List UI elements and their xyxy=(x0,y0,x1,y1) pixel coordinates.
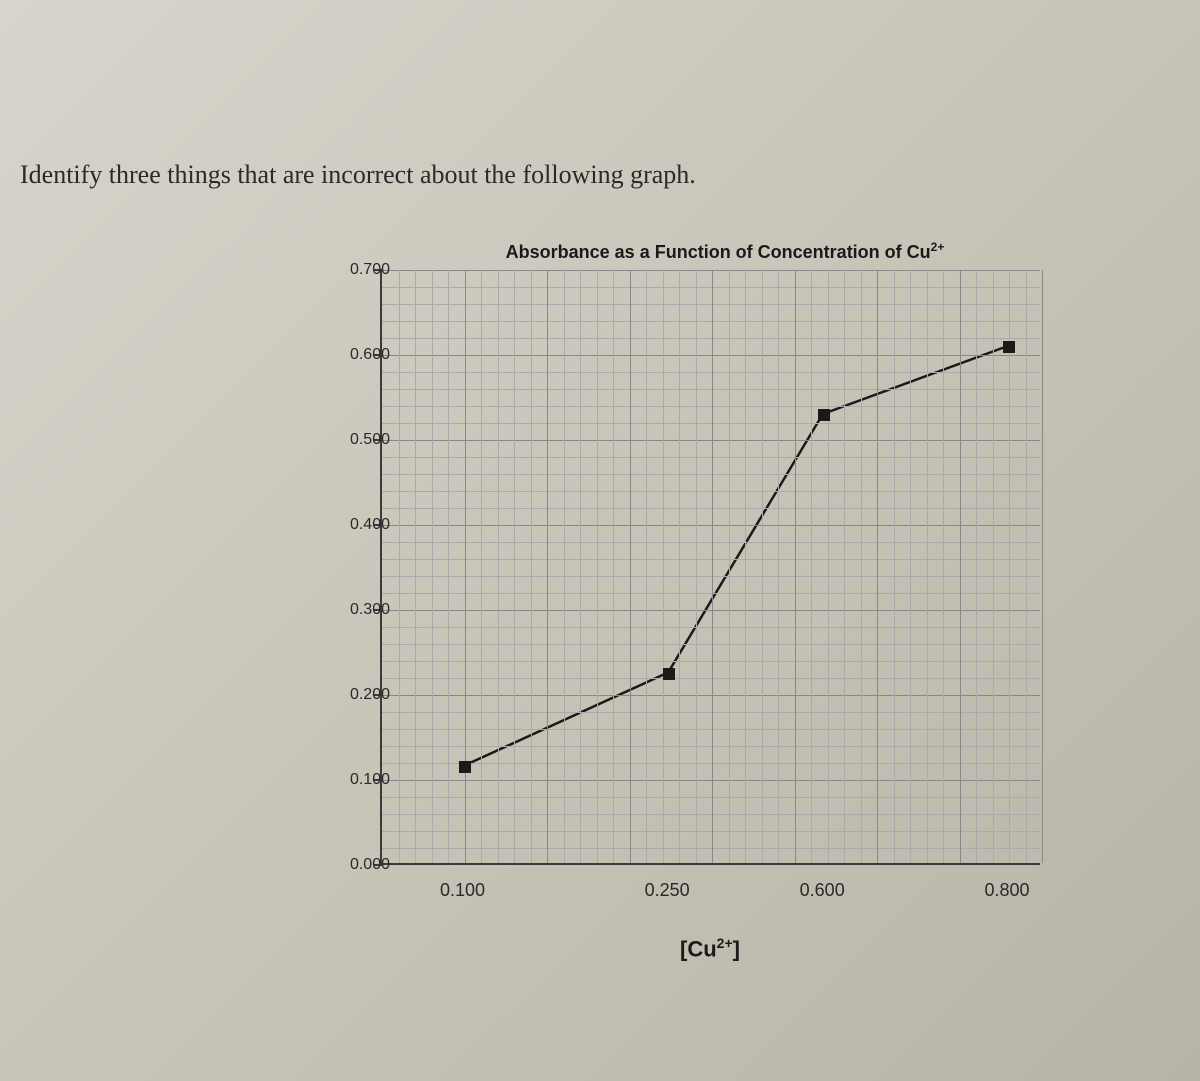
grid-line-vertical-minor xyxy=(778,270,779,863)
data-point-marker xyxy=(818,409,830,421)
y-tick-label: 0.000 xyxy=(330,856,390,874)
grid-line-vertical-minor xyxy=(1009,270,1010,863)
grid-line-vertical-minor xyxy=(844,270,845,863)
grid-line-vertical-minor xyxy=(399,270,400,863)
grid-line-vertical-minor xyxy=(564,270,565,863)
grid-line-vertical-minor xyxy=(597,270,598,863)
grid-line-vertical-minor xyxy=(448,270,449,863)
grid-line-vertical-minor xyxy=(745,270,746,863)
grid-line-vertical-minor xyxy=(910,270,911,863)
grid-line-vertical-minor xyxy=(729,270,730,863)
x-axis-label-pre: [Cu xyxy=(680,936,717,961)
chart-title-sup: 2+ xyxy=(931,240,945,254)
grid-line-vertical-minor xyxy=(415,270,416,863)
grid-line-vertical-minor xyxy=(993,270,994,863)
grid-line-vertical-minor xyxy=(943,270,944,863)
x-tick-label: 0.800 xyxy=(984,880,1029,901)
grid-line-vertical-minor xyxy=(679,270,680,863)
plot-area xyxy=(380,270,1040,865)
grid-line-vertical-minor xyxy=(613,270,614,863)
data-point-marker xyxy=(1003,341,1015,353)
grid-line-vertical xyxy=(465,270,466,863)
x-tick-label: 0.250 xyxy=(645,880,690,901)
grid-line-vertical-minor xyxy=(861,270,862,863)
grid-line-vertical xyxy=(877,270,878,863)
data-point-marker xyxy=(459,761,471,773)
grid-line-vertical-minor xyxy=(432,270,433,863)
y-tick-label: 0.500 xyxy=(330,431,390,449)
grid-line-vertical-minor xyxy=(481,270,482,863)
grid-line-vertical-minor xyxy=(927,270,928,863)
grid-line-vertical-minor xyxy=(828,270,829,863)
grid-line-vertical-minor xyxy=(498,270,499,863)
grid-line-vertical-minor xyxy=(646,270,647,863)
x-tick-label: 0.100 xyxy=(440,880,485,901)
data-point-marker xyxy=(663,668,675,680)
y-tick-label: 0.200 xyxy=(330,686,390,704)
question-prompt: Identify three things that are incorrect… xyxy=(20,160,696,190)
x-tick-label: 0.600 xyxy=(800,880,845,901)
chart-title: Absorbance as a Function of Concentratio… xyxy=(450,240,1000,263)
grid-line-vertical xyxy=(1042,270,1043,863)
grid-line-vertical xyxy=(795,270,796,863)
y-tick-label: 0.700 xyxy=(330,261,390,279)
grid-line-vertical-minor xyxy=(531,270,532,863)
grid-line-vertical-minor xyxy=(976,270,977,863)
chart-title-text: Absorbance as a Function of Concentratio… xyxy=(506,242,931,262)
grid-line-vertical-minor xyxy=(580,270,581,863)
x-axis-label: [Cu2+] xyxy=(380,935,1040,962)
chart-container: Absorbance as a Function of Concentratio… xyxy=(300,240,1060,1000)
grid-line-vertical-minor xyxy=(696,270,697,863)
worksheet-page: Identify three things that are incorrect… xyxy=(0,0,1200,1081)
grid-line-vertical-minor xyxy=(1026,270,1027,863)
grid-line-vertical-minor xyxy=(663,270,664,863)
grid-line-vertical xyxy=(960,270,961,863)
grid-line-vertical xyxy=(630,270,631,863)
y-tick-label: 0.100 xyxy=(330,771,390,789)
y-tick-label: 0.400 xyxy=(330,516,390,534)
grid-line-vertical-minor xyxy=(894,270,895,863)
y-tick-label: 0.300 xyxy=(330,601,390,619)
grid-line-vertical-minor xyxy=(514,270,515,863)
x-axis-label-sup: 2+ xyxy=(717,935,733,951)
x-axis-label-post: ] xyxy=(733,936,740,961)
grid-line-vertical xyxy=(712,270,713,863)
grid-line-vertical xyxy=(547,270,548,863)
grid-line-vertical-minor xyxy=(762,270,763,863)
grid-line-vertical-minor xyxy=(811,270,812,863)
y-tick-label: 0.600 xyxy=(330,346,390,364)
